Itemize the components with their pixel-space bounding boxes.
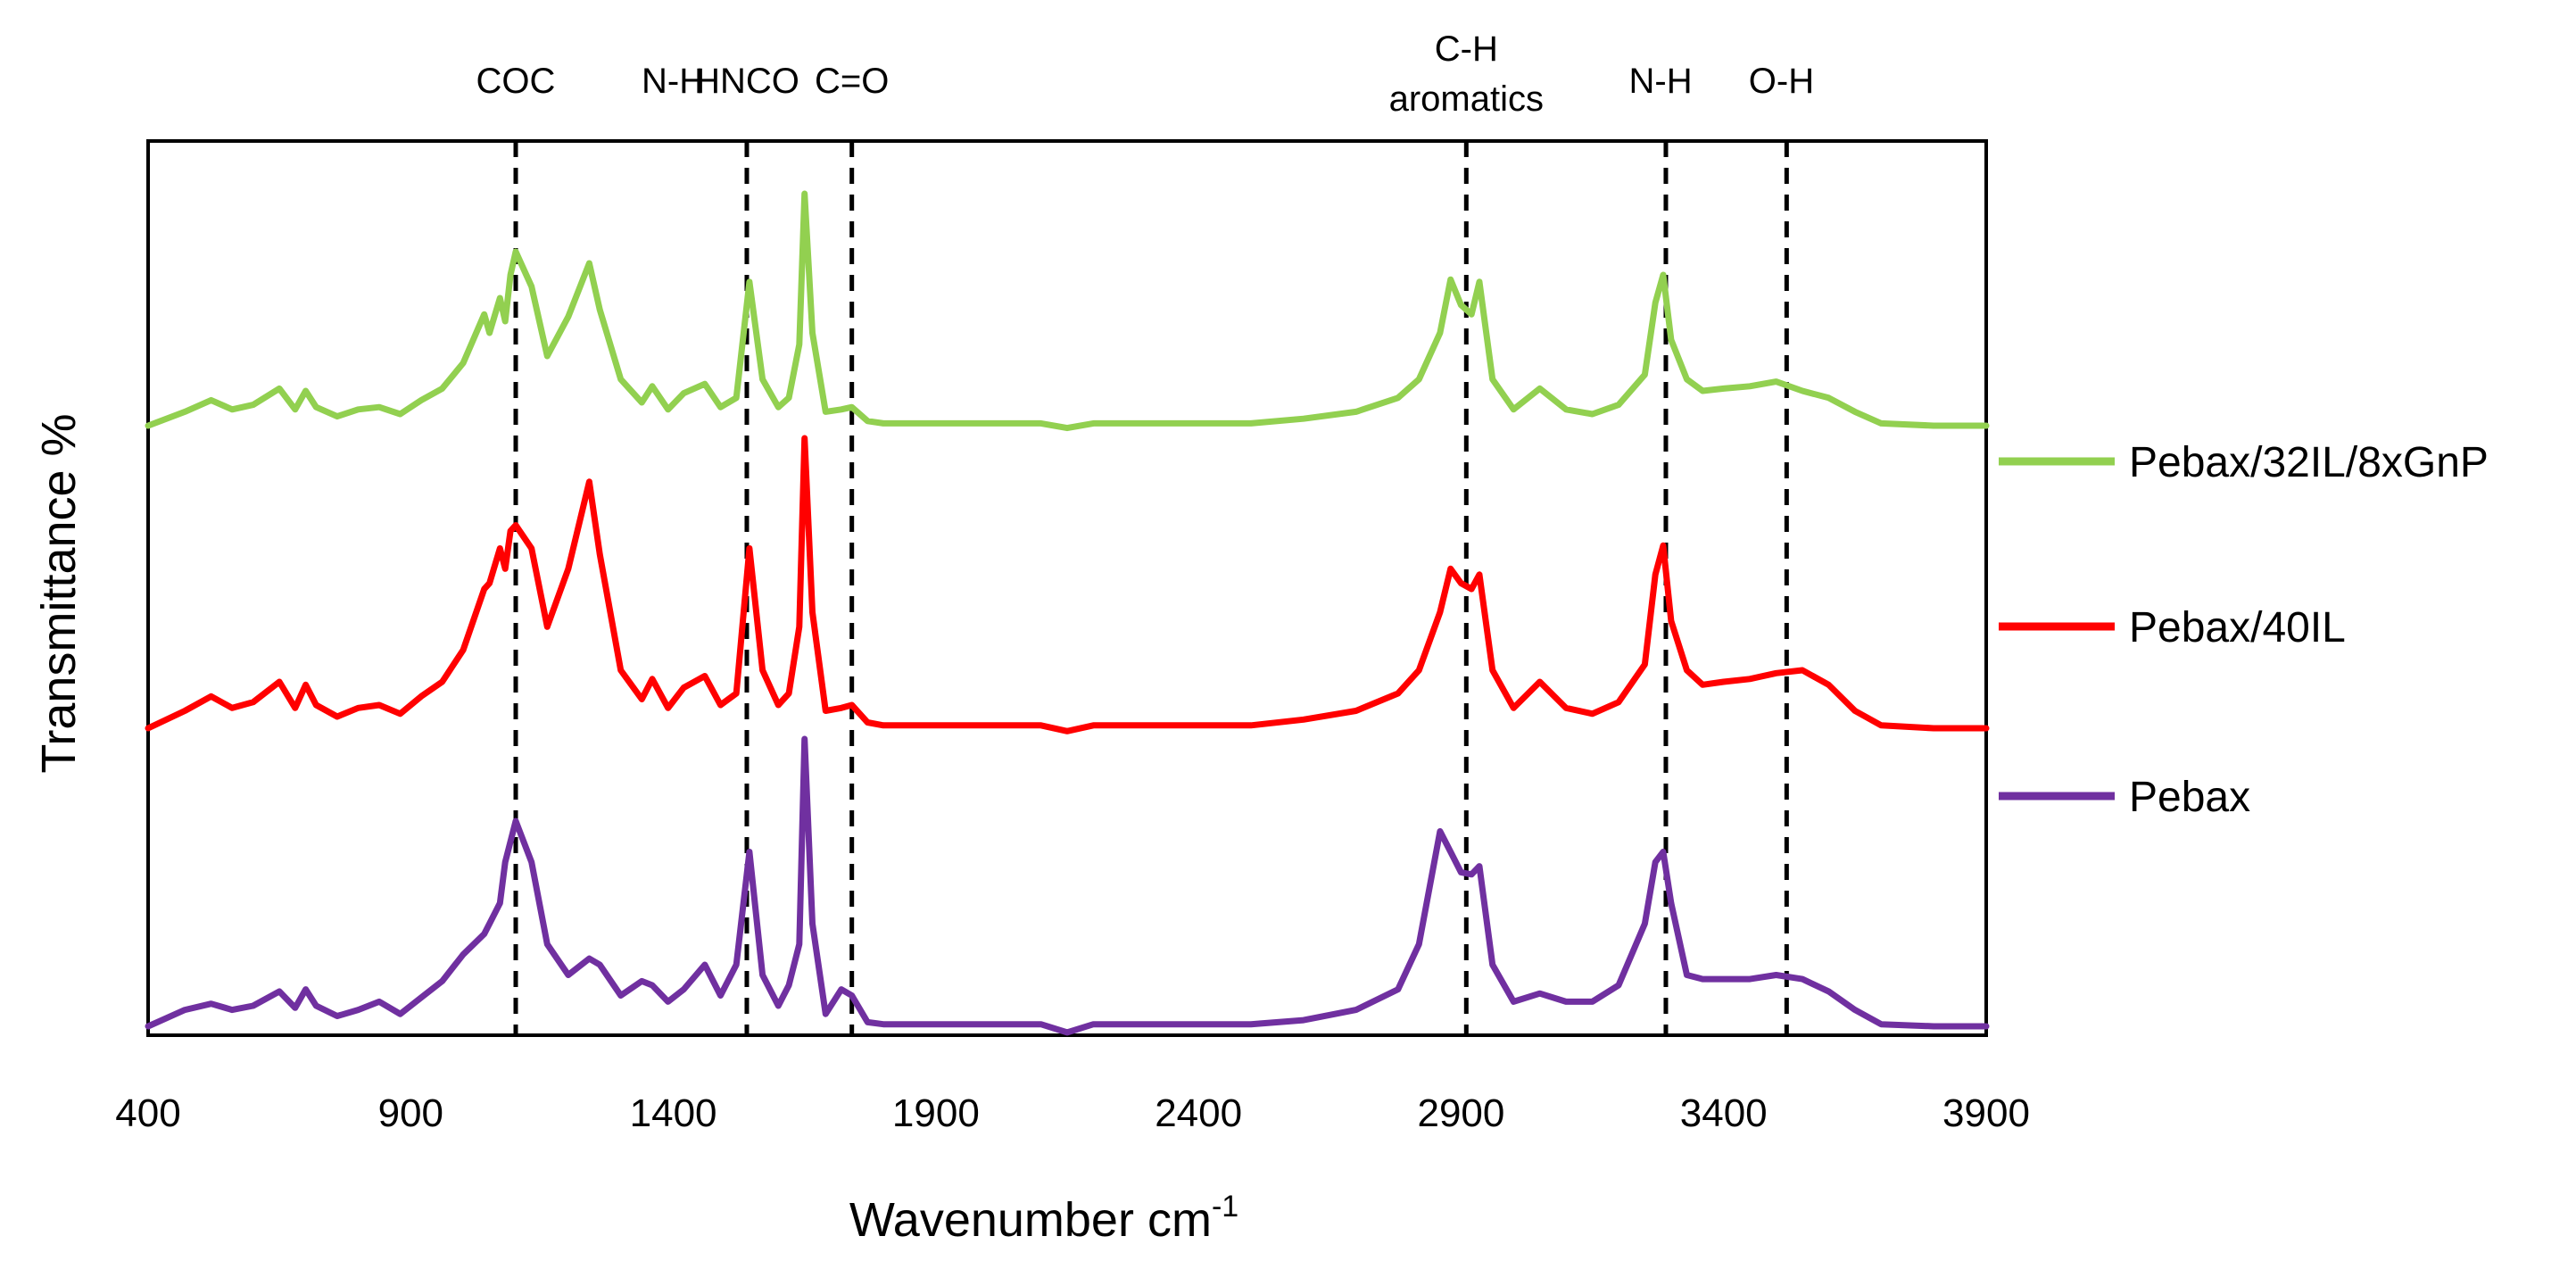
- series-line-pebax: [145, 735, 1990, 1036]
- annotation-label-n-h-1: N-H: [642, 62, 705, 101]
- x-tick-label-900: 900: [378, 1091, 443, 1135]
- x-axis-label: Wavenumber cm-1: [849, 1190, 1238, 1247]
- x-tick-label-3900: 3900: [1942, 1091, 2030, 1135]
- annotation-label-c-o-3: C=O: [815, 62, 889, 101]
- legend: Pebax/32IL/8xGnP Pebax/40IL Pebax: [1999, 439, 2489, 821]
- x-axis-label-superscript: -1: [1212, 1190, 1238, 1224]
- series-line-pebax-32il-8xgnp: [145, 190, 1990, 432]
- annotation-label-n-h-5: N-H: [1629, 62, 1693, 101]
- x-axis-label-main: Wavenumber cm: [849, 1193, 1212, 1247]
- legend-label-pebax-40il: Pebax/40IL: [2129, 604, 2346, 651]
- legend-label-pebax: Pebax: [2129, 774, 2250, 821]
- annotation-label-hnco-2: HNCO: [694, 62, 799, 101]
- series-lines: [145, 190, 1990, 1036]
- x-tick-label-2900: 2900: [1417, 1091, 1504, 1135]
- y-axis-label: Transmittance %: [32, 413, 86, 773]
- x-tick-label-3400: 3400: [1680, 1091, 1768, 1135]
- x-axis-ticks: 400 900 1400 1900 2400 2900 3400 3900: [115, 1091, 2030, 1135]
- x-tick-label-1400: 1400: [630, 1091, 717, 1135]
- legend-label-pebax-32il-8xgnp: Pebax/32IL/8xGnP: [2129, 439, 2489, 486]
- x-tick-label-400: 400: [115, 1091, 180, 1135]
- annotation-label-c-h-aromatics-4: C-H aromatics: [1389, 29, 1544, 119]
- annotation-label-coc-0: COC: [476, 62, 556, 101]
- annotation-label-o-h-6: O-H: [1749, 62, 1814, 101]
- x-tick-label-1900: 1900: [892, 1091, 980, 1135]
- series-line-pebax-40il: [145, 435, 1990, 734]
- x-tick-label-2400: 2400: [1155, 1091, 1242, 1135]
